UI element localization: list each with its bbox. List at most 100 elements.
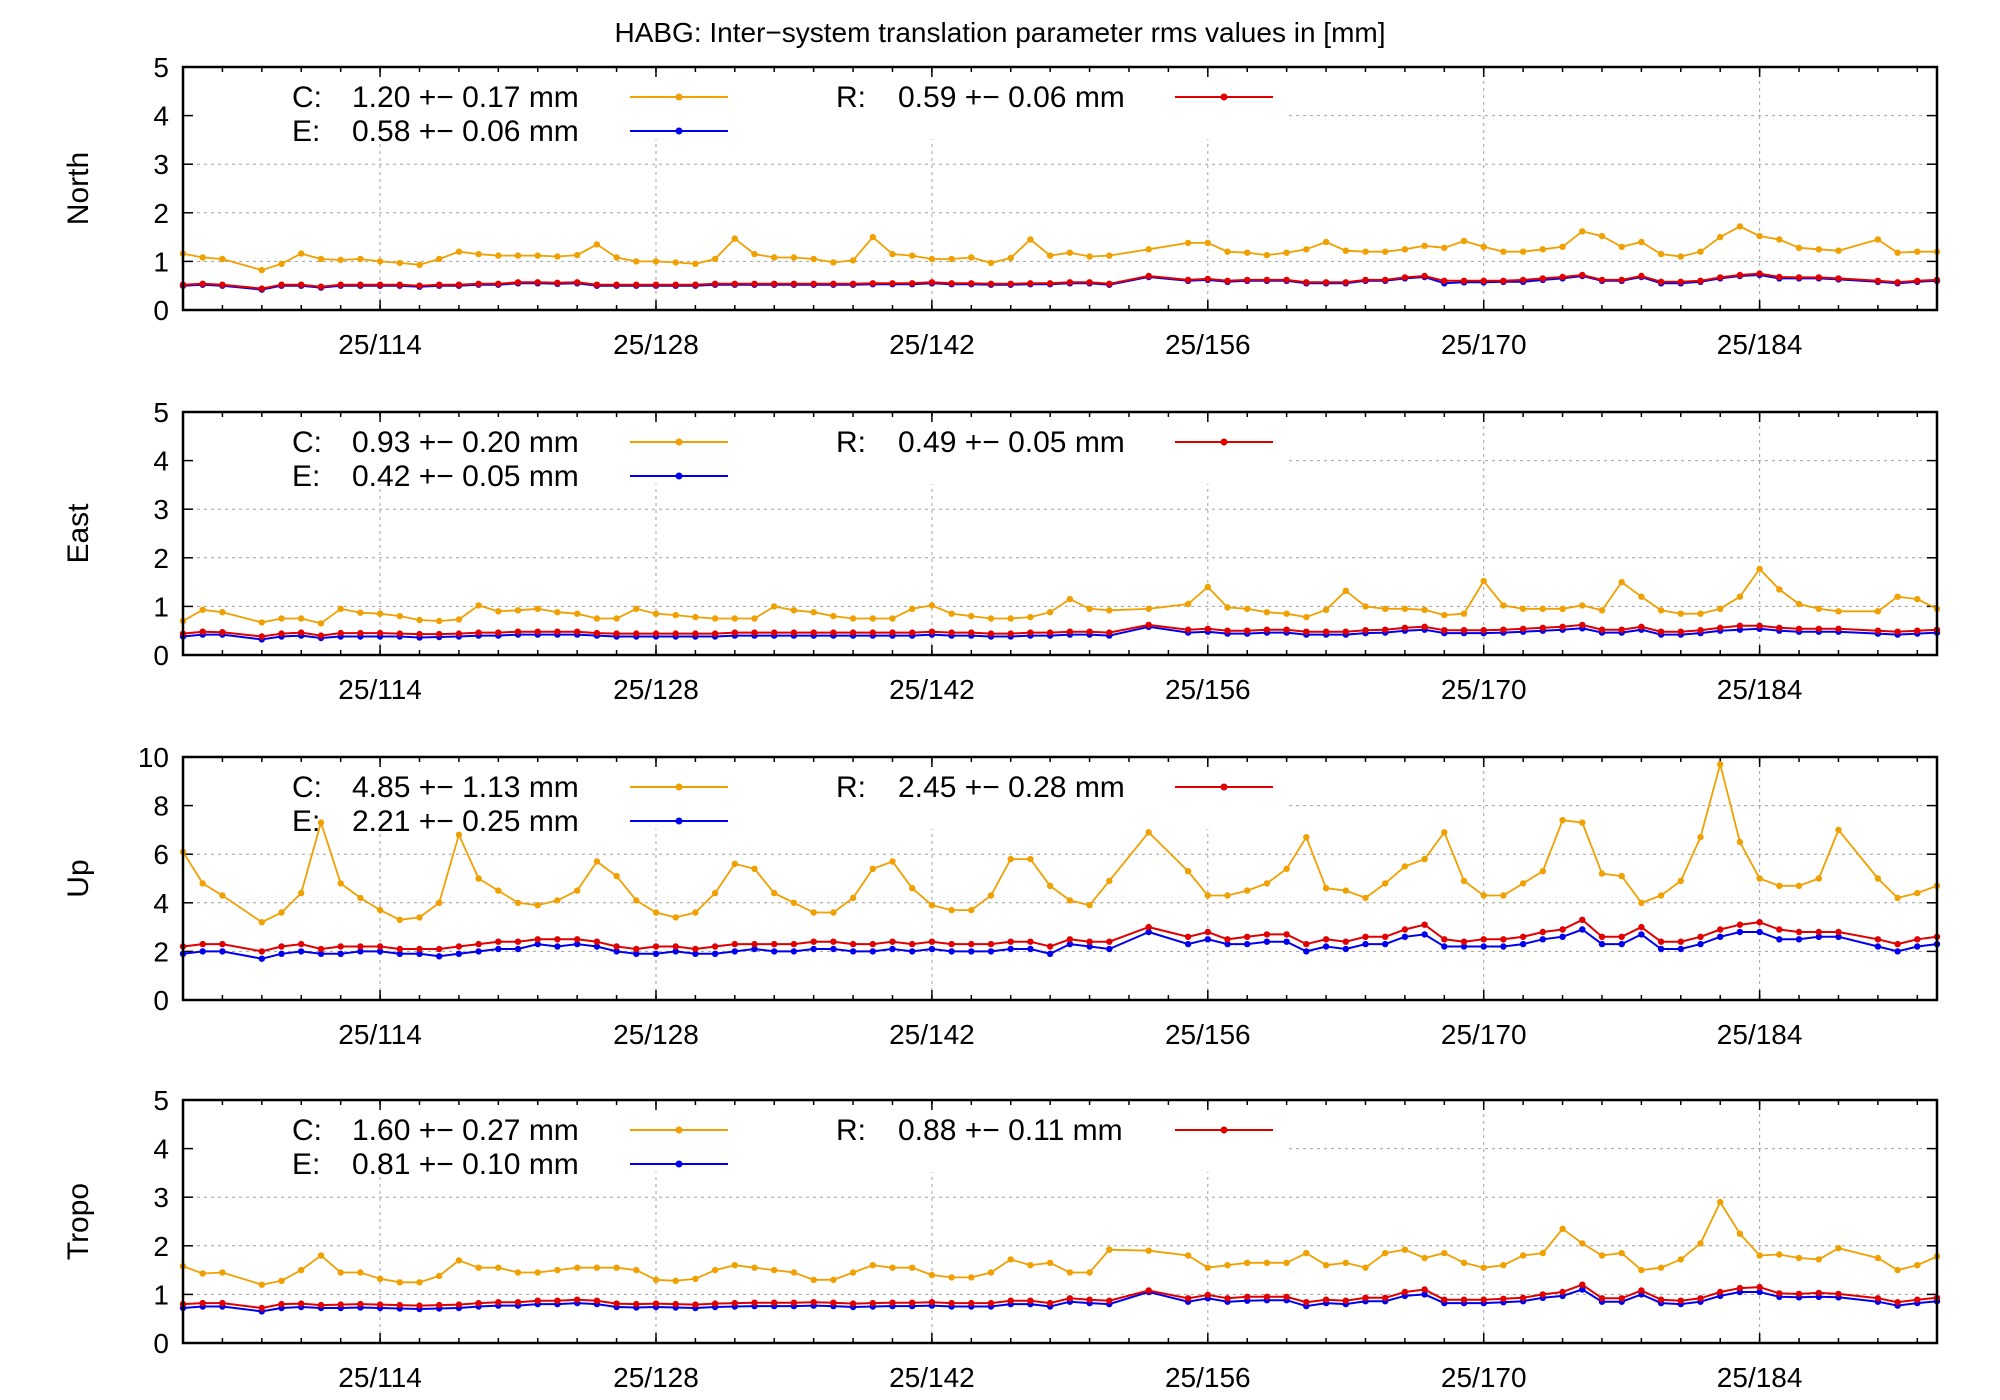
- data-point-C: [1717, 605, 1724, 612]
- data-point-C: [376, 1275, 384, 1283]
- data-point-C: [1756, 565, 1763, 573]
- data-point-R: [1086, 628, 1093, 635]
- series-line-C: [182, 1200, 1938, 1286]
- data-point-R: [1579, 916, 1586, 923]
- data-point-R: [1795, 625, 1803, 632]
- data-point-R: [672, 1300, 679, 1308]
- data-point-C: [830, 259, 837, 266]
- data-point-R: [1244, 1293, 1251, 1301]
- data-point-E: [1145, 928, 1152, 936]
- data-point-E: [416, 950, 423, 957]
- data-point-C: [1657, 892, 1665, 899]
- data-point-E: [1046, 950, 1054, 957]
- data-point-R: [1697, 933, 1704, 940]
- data-point-R: [1362, 1294, 1369, 1302]
- data-point-R: [1441, 277, 1448, 284]
- data-point-R: [1618, 933, 1625, 940]
- data-point-R: [1579, 1281, 1586, 1288]
- legend: C: 4.85 +− 1.13 mm E: 2.21 +− 0.25 mm R: 2.45…: [292, 771, 1273, 838]
- series-line-C: [182, 225, 1937, 272]
- data-point-C: [1874, 236, 1882, 243]
- data-point-R: [672, 630, 679, 637]
- data-point-R: [1638, 623, 1645, 630]
- data-point-C: [1046, 882, 1054, 889]
- data-point-R: [1776, 926, 1783, 933]
- data-point-R: [1027, 1297, 1034, 1304]
- data-point-C: [219, 255, 226, 263]
- data-point-R: [1441, 936, 1448, 943]
- data-point-C: [317, 255, 325, 263]
- data-point-C: [258, 919, 265, 926]
- data-point-R: [1263, 931, 1271, 938]
- data-point-C: [1382, 880, 1389, 887]
- data-point-R: [514, 628, 522, 635]
- data-point-R: [396, 630, 403, 637]
- data-point-R: [1598, 626, 1606, 633]
- data-point-C: [1697, 610, 1704, 617]
- data-point-R: [830, 280, 837, 287]
- data-point-R: [731, 629, 738, 636]
- data-point-C: [1519, 1252, 1527, 1259]
- data-point-E: [1717, 933, 1724, 940]
- x-tick-label: 25/156: [1165, 1019, 1251, 1050]
- data-point-C: [1322, 606, 1330, 613]
- data-point-R: [771, 940, 778, 948]
- data-point-R: [1204, 275, 1212, 283]
- data-point-R: [1322, 279, 1330, 286]
- data-point-C: [514, 899, 522, 906]
- y-tick-label: 2: [153, 543, 169, 574]
- legend-backdrop: [185, 414, 1285, 484]
- data-point-R: [317, 1301, 325, 1309]
- legend-marker-R: [1220, 1126, 1228, 1134]
- data-point-C: [1145, 246, 1152, 253]
- data-point-R: [1618, 1295, 1625, 1302]
- data-point-C: [711, 255, 719, 263]
- data-point-C: [1638, 238, 1645, 246]
- data-point-R: [1638, 1287, 1645, 1294]
- data-point-R: [928, 1299, 936, 1306]
- data-point-C: [987, 259, 995, 267]
- data-point-R: [1500, 626, 1507, 633]
- series-line-C: [182, 760, 1938, 924]
- data-point-E: [534, 940, 541, 948]
- data-point-R: [711, 1300, 719, 1307]
- data-point-C: [613, 615, 620, 622]
- data-point-C: [987, 892, 995, 899]
- data-point-R: [909, 1299, 916, 1306]
- legend-value-C: 4.85 +− 1.13 mm: [352, 771, 579, 804]
- data-point-R: [337, 281, 344, 288]
- data-point-R: [258, 948, 265, 955]
- data-point-E: [1795, 936, 1803, 943]
- data-point-R: [909, 940, 916, 948]
- data-point-R: [1914, 277, 1921, 284]
- data-point-C: [1914, 248, 1921, 255]
- data-point-C: [1086, 902, 1093, 909]
- data-point-R: [593, 1297, 601, 1304]
- data-point-R: [1007, 938, 1014, 945]
- data-point-R: [574, 1296, 581, 1303]
- data-point-R: [534, 1297, 541, 1304]
- data-point-C: [436, 617, 443, 625]
- data-point-R: [1066, 1295, 1074, 1302]
- x-tick-label: 25/170: [1441, 1362, 1527, 1393]
- data-point-R: [692, 945, 699, 953]
- data-point-C: [869, 865, 876, 872]
- data-point-R: [1835, 928, 1842, 936]
- data-point-C: [1736, 838, 1744, 846]
- data-point-C: [278, 615, 285, 622]
- data-point-C: [298, 615, 305, 622]
- data-point-R: [1736, 1284, 1744, 1292]
- data-point-R: [219, 1299, 226, 1307]
- data-point-R: [652, 943, 660, 950]
- data-point-C: [928, 255, 936, 263]
- data-point-R: [1874, 277, 1882, 284]
- data-point-E: [337, 950, 344, 957]
- data-point-C: [436, 899, 443, 906]
- data-point-C: [1441, 611, 1448, 619]
- data-point-R: [987, 940, 995, 948]
- data-point-R: [357, 629, 364, 637]
- data-point-C: [1657, 250, 1665, 258]
- data-point-C: [1795, 600, 1803, 608]
- legend-marker-C: [675, 783, 683, 791]
- data-point-E: [1184, 940, 1192, 948]
